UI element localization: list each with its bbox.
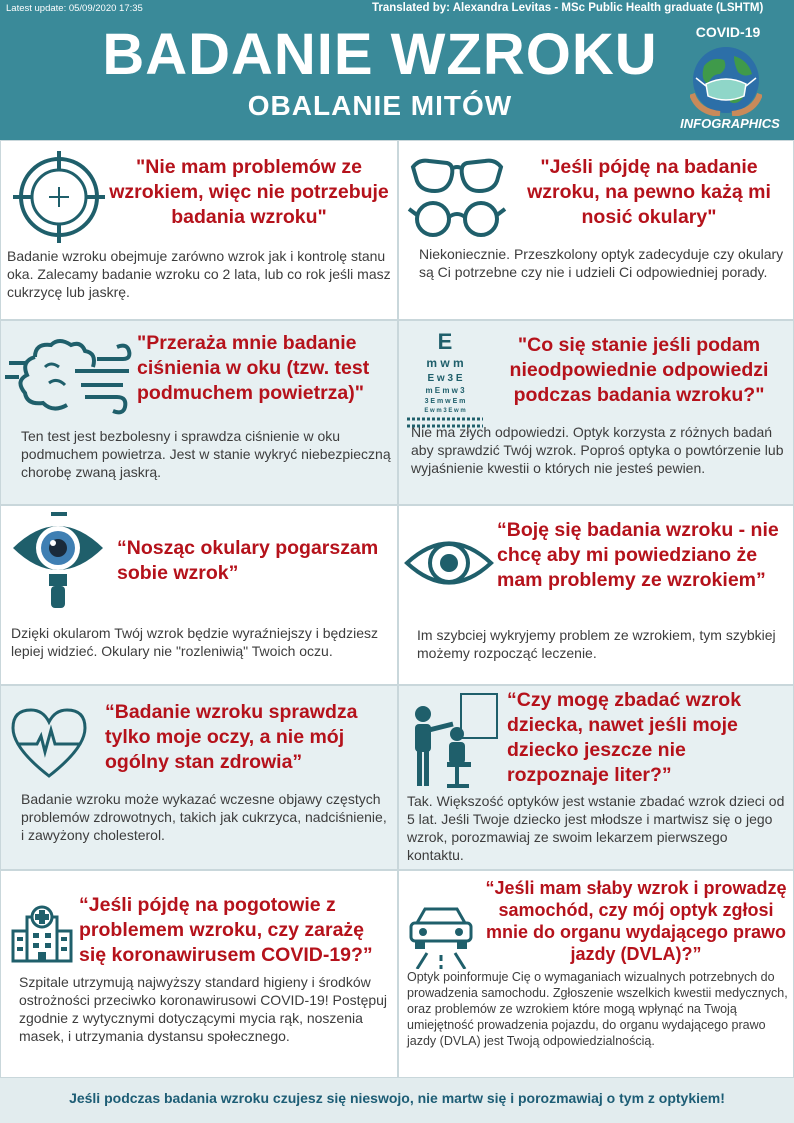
myth-body: Szpitale utrzymują najwyższy standard hi… <box>19 974 388 1044</box>
svg-text:m E m w 3: m E m w 3 <box>425 386 465 395</box>
myth-card-3: "Przeraża mnie badanie ciśnienia w oku (… <box>0 320 398 505</box>
myth-card-2: "Jeśli pójdę na badanie wzroku, na pewno… <box>398 140 794 320</box>
car-icon <box>409 907 473 969</box>
svg-text:m w m: m w m <box>426 356 463 370</box>
page-title: BADANIE WZROKU <box>102 22 658 87</box>
myth-heading: "Jeśli pójdę na badanie wzroku, na pewno… <box>527 156 771 228</box>
hospital-icon <box>11 905 73 963</box>
magnified-eye-icon <box>13 512 103 608</box>
myth-card-4: E m w m E w 3 E m E m w 3 3 E m w E m E … <box>398 320 794 505</box>
myth-heading: “Nosząc okulary pogarszam sobie wzrok” <box>117 537 379 584</box>
myth-body: Im szybciej wykryjemy problem ze wzrokie… <box>417 627 776 661</box>
myth-card-9: “Jeśli pójdę na pogotowie z problemem wz… <box>0 870 398 1078</box>
translator-credit: Translated by: Alexandra Levitas - MSc P… <box>372 2 764 14</box>
footer-message: Jeśli podczas badania wzroku czujesz się… <box>69 1090 725 1106</box>
myth-body: Ten test jest bezbolesny i sprawdza ciśn… <box>21 428 391 480</box>
myth-card-6: “Boję się badania wzroku - nie chcę aby … <box>398 505 794 685</box>
myth-body: Dzięki okularom Twój wzrok będzie wyraźn… <box>11 625 378 659</box>
myth-body: Niekoniecznie. Przeszkolony optyk zadecy… <box>419 246 784 280</box>
svg-text:E w m 3 E w m: E w m 3 E w m <box>424 408 465 414</box>
myth-heading: “Jeśli pójdę na pogotowie z problemem wz… <box>79 894 373 966</box>
last-update: Latest update: 05/09/2020 17:35 <box>6 3 143 14</box>
page-subtitle: OBALANIE MITÓW <box>247 90 513 121</box>
eye-chart-icon: E m w m E w 3 E m E m w 3 3 E m w E m E … <box>407 329 483 428</box>
myth-body: Tak. Większość optyków jest wstanie zbad… <box>407 793 785 863</box>
myth-card-1: "Nie mam problemów ze wzrokiem, więc nie… <box>0 140 398 320</box>
footer-banner: Jeśli podczas badania wzroku czujesz się… <box>0 1078 794 1123</box>
myth-heading: "Nie mam problemów ze wzrokiem, więc nie… <box>109 156 389 228</box>
child-eye-test-icon <box>415 693 498 788</box>
infographics-label: INFOGRAPHICS <box>680 116 780 131</box>
eye-icon <box>404 541 494 585</box>
myth-heading: “Czy mogę zbadać wzrok dziecka, nawet je… <box>507 689 742 786</box>
svg-text:3 E m w E m: 3 E m w E m <box>425 398 466 405</box>
myth-body: Badanie wzroku może wykazać wczesne obja… <box>21 791 387 843</box>
globe-mask-icon <box>690 47 762 116</box>
myth-heading: “Badanie wzroku sprawdza tylko moje oczy… <box>105 701 358 773</box>
myth-heading: “Jeśli mam słaby wzrok i prowadzę samoch… <box>485 878 787 964</box>
air-puff-icon <box>5 339 132 415</box>
myth-card-10: “Jeśli mam słaby wzrok i prowadzę samoch… <box>398 870 794 1078</box>
svg-text:E: E <box>438 329 453 354</box>
header-banner: Latest update: 05/09/2020 17:35 Translat… <box>0 0 794 140</box>
myth-card-5: “Nosząc okulary pogarszam sobie wzrok” D… <box>0 505 398 685</box>
myth-heading: "Przeraża mnie badanie ciśnienia w oku (… <box>137 332 370 404</box>
myth-heading: “Boję się badania wzroku - nie chcę aby … <box>497 519 779 591</box>
heart-pulse-icon <box>11 708 87 778</box>
covid-label: COVID-19 <box>695 24 761 40</box>
myth-body: Nie ma złych odpowiedzi. Optyk korzysta … <box>411 424 784 476</box>
myth-body: Optyk poinformuje Cię o wymaganiach wizu… <box>407 970 788 1048</box>
myth-body: Badanie wzroku obejmuje zarówno wzrok ja… <box>7 248 391 300</box>
myth-card-8: “Czy mogę zbadać wzrok dziecka, nawet je… <box>398 685 794 870</box>
svg-text:E w 3 E: E w 3 E <box>427 373 462 384</box>
myth-heading: "Co się stanie jeśli podam nieodpowiedni… <box>509 334 769 406</box>
glasses-icon <box>407 158 507 237</box>
myth-card-7: “Badanie wzroku sprawdza tylko moje oczy… <box>0 685 398 870</box>
target-icon <box>13 151 105 243</box>
